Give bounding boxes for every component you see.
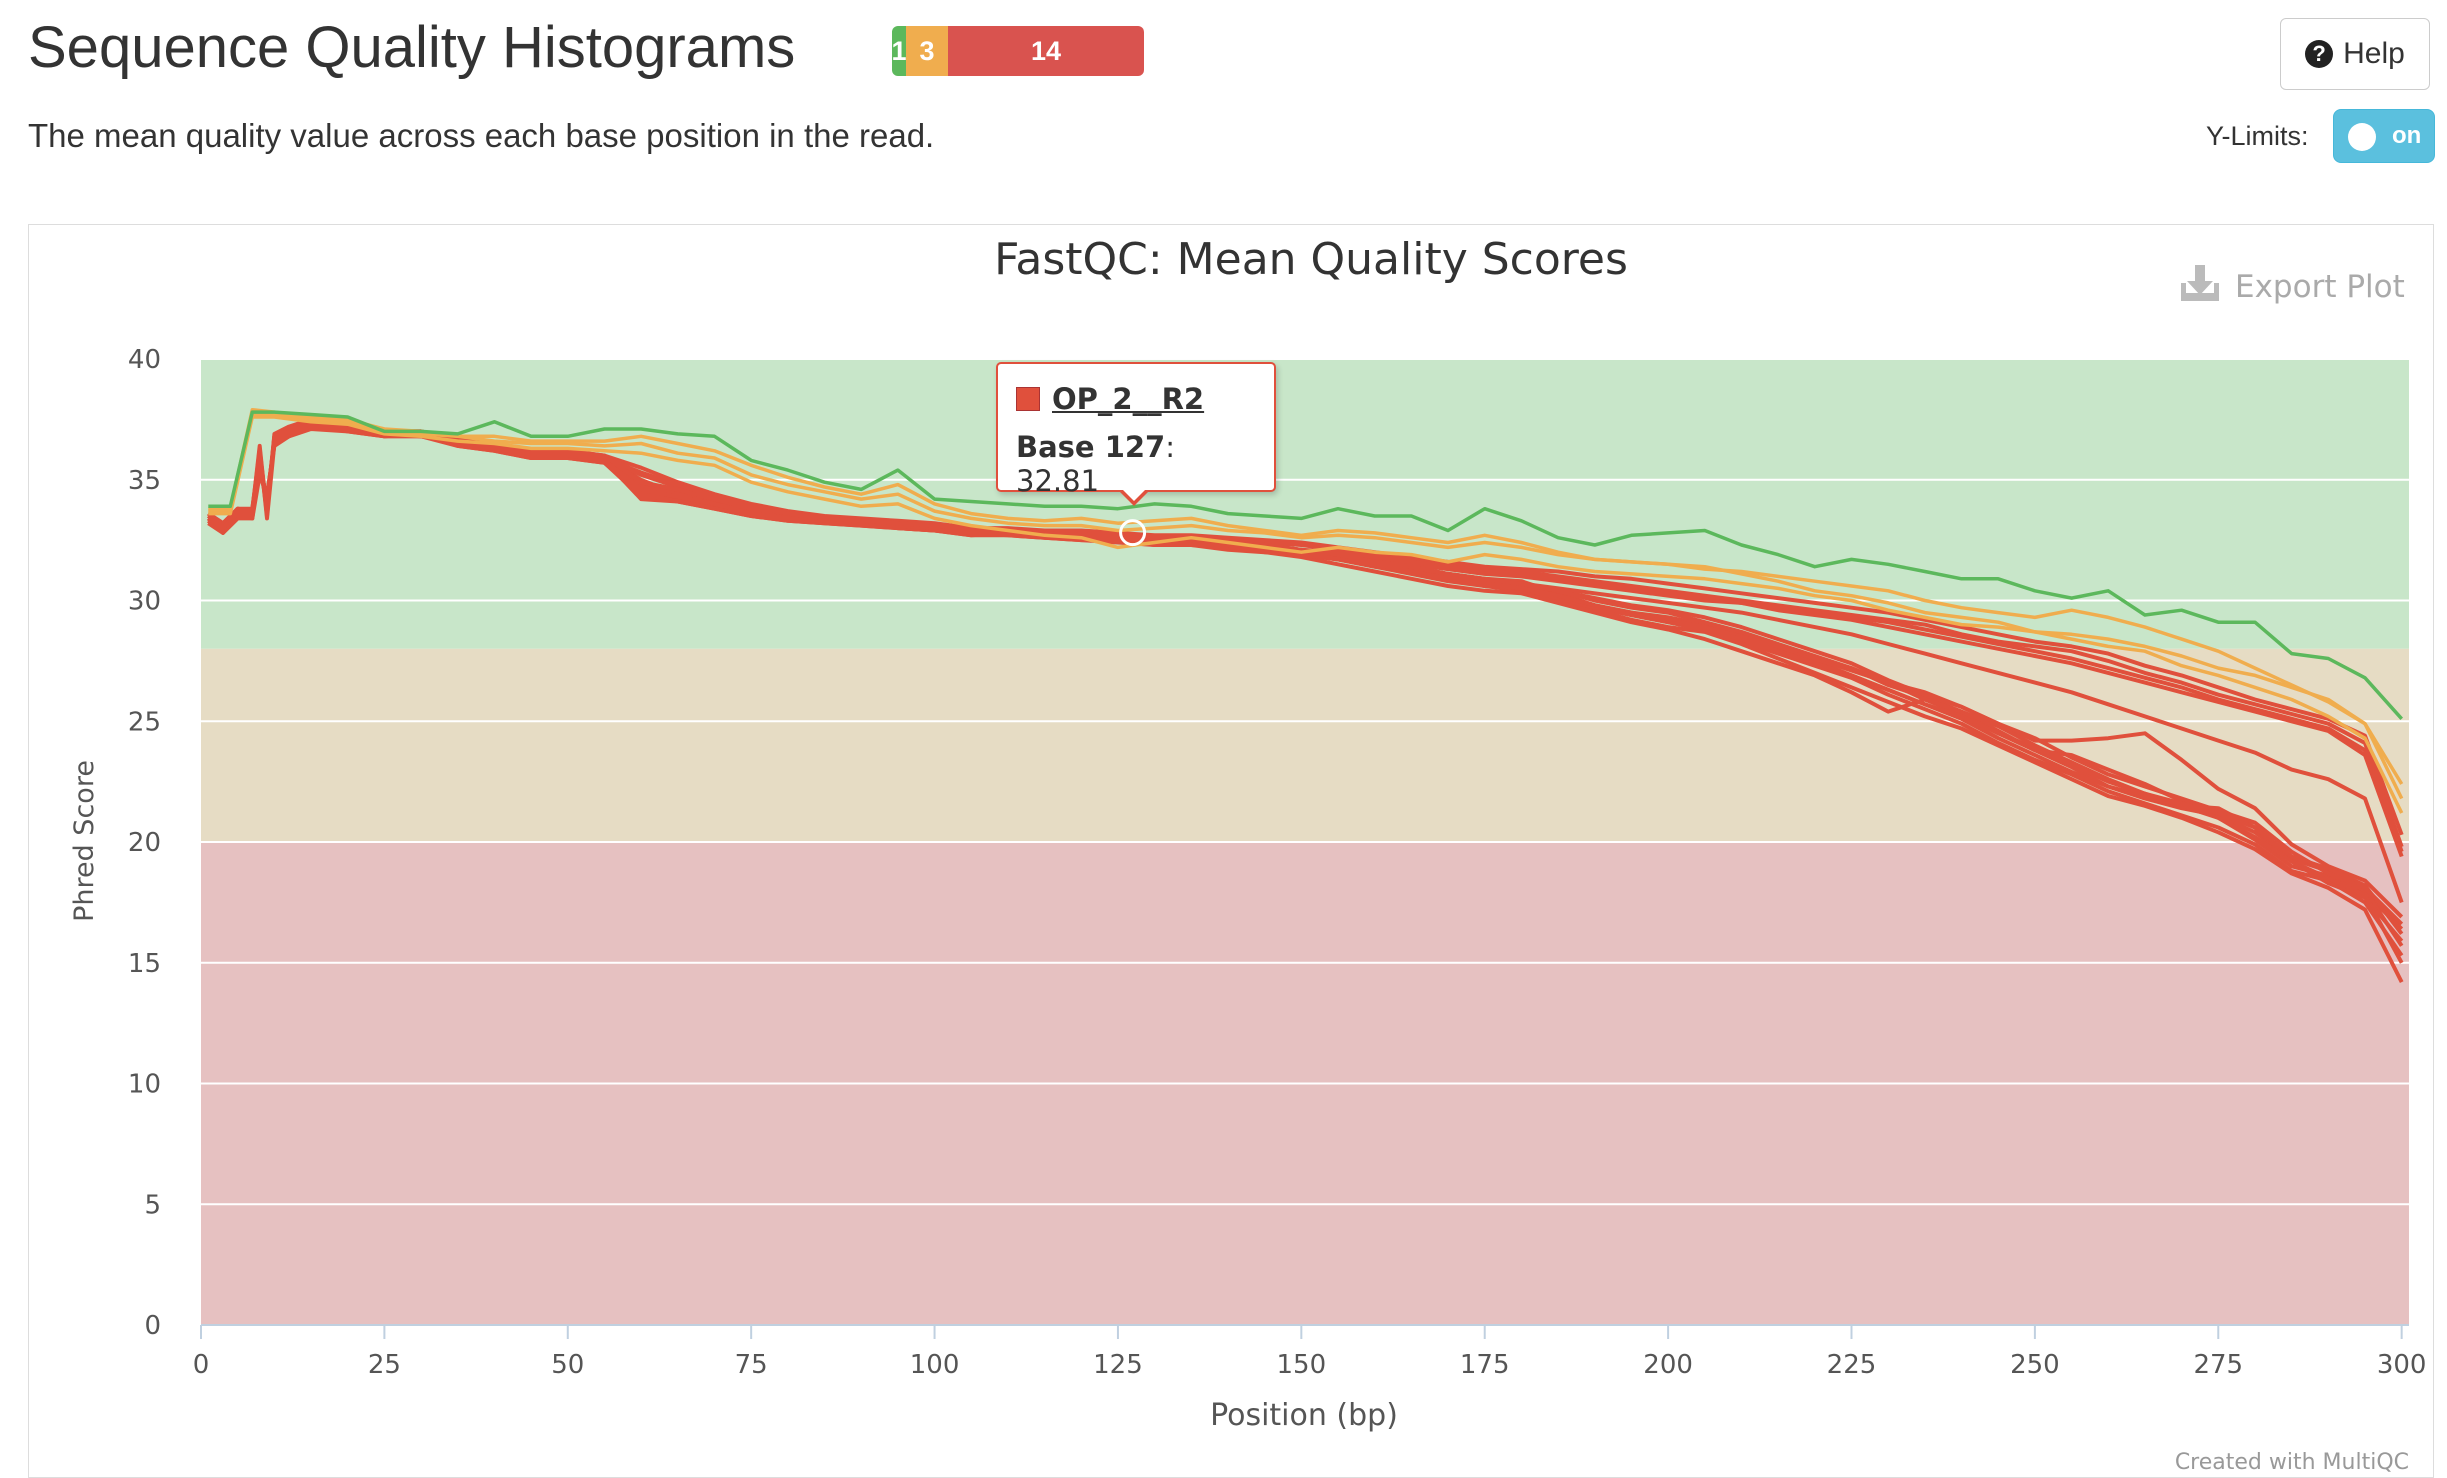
- tooltip-base-label: Base 127: [1016, 430, 1166, 464]
- x-tick-label: 100: [910, 1350, 960, 1380]
- y-tick-label: 35: [128, 466, 161, 496]
- series-color-swatch: [1016, 387, 1040, 411]
- x-tick-label: 200: [1643, 1350, 1693, 1380]
- help-button[interactable]: ? Help: [2280, 18, 2430, 90]
- x-tick-label: 250: [2010, 1350, 2060, 1380]
- x-axis-title: Position (bp): [1210, 1398, 1398, 1433]
- status-pass-count[interactable]: 1: [892, 26, 907, 76]
- tooltip-pointer-inner: [1121, 488, 1147, 501]
- x-tick-label: 75: [735, 1350, 768, 1380]
- export-plot-label: Export Plot: [2235, 269, 2405, 305]
- y-tick-label: 30: [128, 587, 161, 617]
- ylimits-toggle[interactable]: on: [2333, 109, 2435, 163]
- status-warn-count[interactable]: 3: [906, 26, 948, 76]
- y-tick-label: 20: [128, 828, 161, 858]
- band-pass: [201, 359, 2409, 649]
- status-fail-count[interactable]: 14: [948, 26, 1144, 76]
- tooltip-sample-name: OP_2__R2: [1052, 382, 1205, 416]
- band-warn: [201, 648, 2409, 842]
- y-axis-title: Phred Score: [69, 760, 100, 922]
- ylimits-label: Y-Limits:: [2206, 121, 2309, 151]
- x-tick-label: 25: [368, 1350, 401, 1380]
- y-tick-label: 10: [128, 1070, 161, 1100]
- multiqc-credit[interactable]: Created with MultiQC: [2175, 1450, 2409, 1475]
- x-tick-label: 50: [551, 1350, 584, 1380]
- x-tick-label: 275: [2193, 1350, 2243, 1380]
- toggle-knob: [2348, 123, 2376, 151]
- section-description: The mean quality value across each base …: [28, 117, 935, 154]
- y-tick-label: 40: [128, 345, 161, 375]
- x-tick-label: 0: [193, 1350, 210, 1380]
- y-tick-label: 5: [144, 1190, 161, 1220]
- status-progress-bar: 1 3 14: [892, 26, 1144, 76]
- x-tick-label: 150: [1277, 1350, 1327, 1380]
- x-tick-label: 175: [1460, 1350, 1510, 1380]
- series-line-pass[interactable]: [208, 410, 2404, 720]
- hover-point-marker: [1119, 519, 1147, 547]
- download-icon: [2181, 265, 2219, 301]
- export-plot-button[interactable]: Export Plot: [2181, 265, 2405, 305]
- chart-title: FastQC: Mean Quality Scores: [994, 234, 1628, 285]
- tooltip-separator: :: [1165, 430, 1176, 464]
- y-tick-label: 15: [128, 949, 161, 979]
- series-line-warn[interactable]: [208, 412, 2404, 800]
- question-circle-icon: ?: [2305, 40, 2334, 68]
- tooltip-value: 32.81: [1016, 464, 1100, 498]
- mean-quality-chart[interactable]: 0 5 10 15 20 25 30 35 40 0 25 50 75 100 125 150 175 200 22…: [29, 225, 2433, 1477]
- help-label: Help: [2343, 37, 2405, 70]
- y-tick-label: 0: [144, 1311, 161, 1341]
- x-tick-label: 300: [2377, 1350, 2427, 1380]
- y-tick-label: 25: [128, 707, 161, 737]
- x-tick-label: 125: [1093, 1350, 1143, 1380]
- x-tick-label: 225: [1827, 1350, 1877, 1380]
- toggle-state: on: [2392, 122, 2422, 149]
- page-title: Sequence Quality Histograms: [28, 15, 796, 80]
- series-line-warn[interactable]: [208, 415, 2404, 814]
- data-tooltip: OP_2__R2 Base 127: 32.81: [996, 362, 1276, 498]
